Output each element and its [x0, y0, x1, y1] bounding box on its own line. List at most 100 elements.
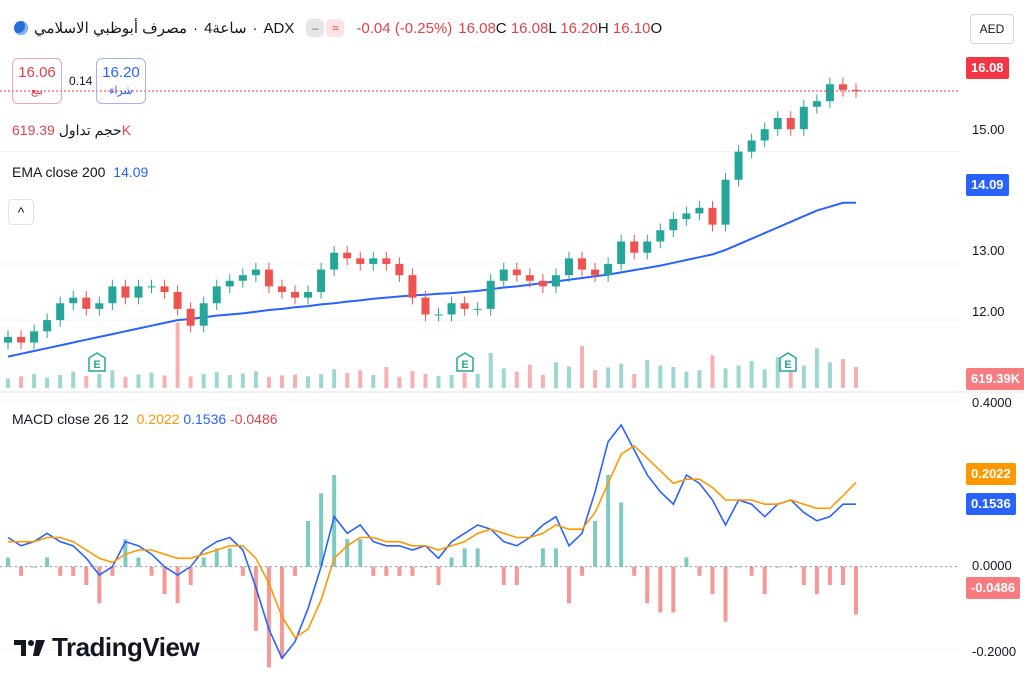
macd-hist-bar [97, 566, 102, 604]
price-change: -0.04 (-0.25%) [356, 19, 453, 37]
candle-body [160, 286, 169, 293]
sell-label: بيع [30, 85, 44, 97]
candle-body [708, 207, 717, 225]
candle-body [852, 89, 860, 92]
volume-bar [201, 374, 206, 388]
candle-body [460, 303, 469, 309]
macd-hist-bar [410, 566, 415, 576]
symbol-name[interactable]: مصرف أبوظبي الاسلامي [34, 20, 188, 37]
candle-body [277, 286, 286, 293]
candle-body [421, 297, 430, 315]
sell-button[interactable]: 16.06 بيع [12, 58, 62, 104]
macd-hist-bar [632, 566, 637, 576]
earnings-event-icon[interactable]: E [779, 352, 797, 372]
separator-dot: · [252, 19, 258, 37]
macd-hist-bar [19, 566, 24, 576]
volume-bar [527, 364, 532, 388]
currency-button[interactable]: AED [970, 14, 1014, 44]
volume-bar [19, 376, 24, 388]
volume-bar [123, 376, 128, 388]
macd-hist-bar [253, 566, 258, 631]
macd-label: MACD close 26 12 [12, 411, 129, 427]
volume-bar [566, 366, 571, 388]
macd-hist-bar [775, 566, 780, 568]
macd-hist-bar [553, 548, 558, 567]
candle-body [108, 286, 117, 304]
macd-hist-bar [332, 475, 337, 567]
candle-body [525, 275, 534, 281]
candle-body [121, 286, 130, 298]
macd-hist-bar [32, 566, 37, 568]
volume-bar [162, 375, 167, 388]
volume-bar [436, 375, 441, 388]
volume-bar [293, 374, 298, 388]
candle-body [134, 286, 143, 298]
ema-label: EMA close 200 [12, 164, 106, 180]
macd-hist-bar [45, 557, 50, 567]
candle-body [4, 336, 12, 343]
candle-body [604, 263, 613, 276]
macd-hist-bar [136, 557, 141, 567]
globe-icon [14, 21, 28, 35]
candle-body [512, 269, 521, 276]
macd-hist-tag: -0.0486 [966, 577, 1021, 599]
macd-hist-bar [501, 566, 506, 585]
volume-bar [762, 369, 767, 388]
macd-line-value: 0.1536 [183, 411, 227, 427]
volume-bar [645, 360, 650, 388]
spread-value: 0.14 [69, 74, 93, 88]
macd-tick: -0.2000 [972, 644, 1017, 659]
macd-hist-bar [345, 539, 350, 567]
macd-hist-bar [240, 566, 245, 576]
macd-hist-bar [827, 566, 832, 585]
ohlc-values: 16.08C 16.08L 16.20H 16.10O [458, 20, 662, 37]
last-price-tag: 16.08 [966, 57, 1009, 79]
volume-bar [97, 374, 102, 388]
macd-hist-bar [854, 566, 858, 615]
volume-bar [32, 374, 37, 388]
candle-body [291, 292, 300, 298]
candle-body [95, 303, 104, 309]
earnings-event-icon[interactable]: E [88, 352, 106, 372]
candle-body [251, 269, 260, 276]
ema-price-tag: 14.09 [966, 174, 1009, 196]
candle-body [682, 213, 691, 220]
macd-hist-bar [84, 566, 89, 585]
volume-bar [279, 375, 284, 388]
price-tick: 15.00 [972, 122, 1005, 137]
volume-legend[interactable]: حجم تداول 619.39K [12, 122, 131, 139]
volume-bar [788, 363, 793, 388]
candle-body [173, 292, 182, 309]
volume-bar [371, 374, 376, 388]
macd-hist-bar [279, 566, 284, 659]
buy-button[interactable]: 16.20 شراء [96, 58, 146, 104]
separator-dot: · [193, 19, 199, 37]
candle-body [656, 230, 665, 242]
earnings-event-icon[interactable]: E [456, 352, 474, 372]
status-pills[interactable]: – ≈ [306, 19, 345, 37]
volume-bar [488, 353, 493, 388]
ema-value: 14.09 [113, 164, 149, 180]
volume-bar [580, 346, 585, 388]
volume-bar [475, 374, 480, 388]
macd-line [7, 423, 856, 660]
price-tick: 12.00 [972, 304, 1005, 319]
collapse-legend-button[interactable]: ^ [8, 199, 34, 225]
volume-bar [71, 371, 76, 388]
ema-legend[interactable]: EMA close 200 14.09 [12, 164, 148, 180]
candle-body [578, 258, 587, 270]
tradingview-logo[interactable]: TradingView [14, 632, 200, 663]
candle-body [838, 84, 847, 90]
volume-bar [775, 357, 780, 388]
delayed-data-icon[interactable]: ≈ [326, 19, 345, 37]
interval-label[interactable]: 4ساعة [204, 20, 247, 37]
macd-hist-bar [214, 548, 219, 567]
macd-hist-bar [658, 566, 663, 613]
candle-body [369, 258, 378, 264]
volume-bar [606, 367, 611, 388]
macd-legend[interactable]: MACD close 26 12 0.2022 0.1536 -0.0486 [12, 411, 278, 427]
volume-bars [6, 322, 858, 388]
candle-body [212, 286, 221, 304]
market-status-icon[interactable]: – [306, 19, 325, 37]
